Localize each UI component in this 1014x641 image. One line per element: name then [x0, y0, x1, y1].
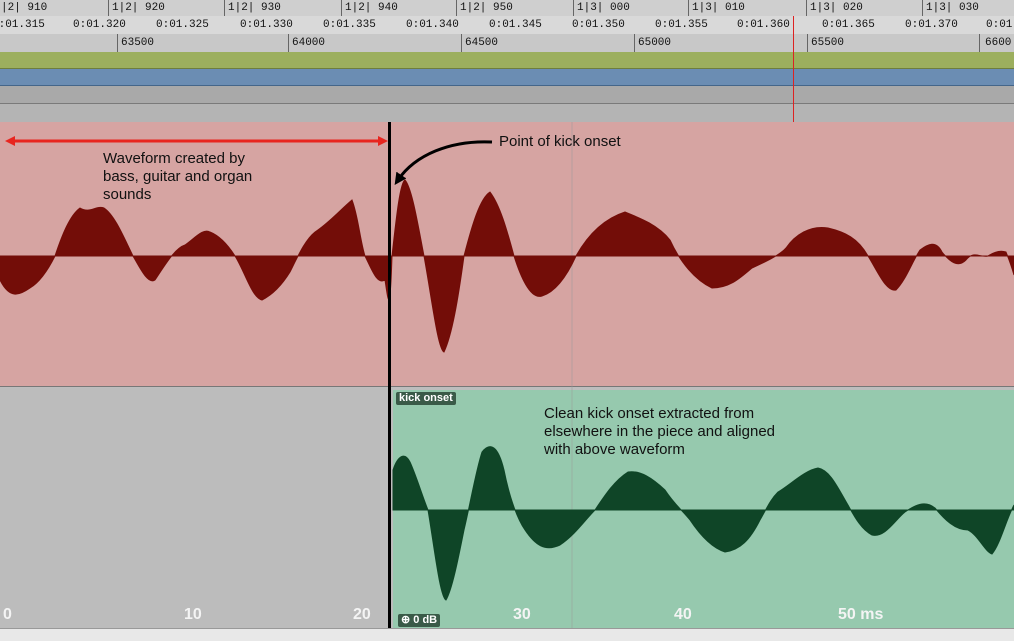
time-label: 0:01.350: [572, 19, 625, 31]
empty-track-area[interactable]: [0, 388, 393, 628]
time-label: 0:01.330: [240, 19, 293, 31]
ms-scale-label: 50 ms: [838, 606, 884, 623]
sample-label: 64000: [292, 37, 326, 49]
bar-label: 1|3| 020: [810, 2, 863, 14]
time-label: 0:01.360: [737, 19, 790, 31]
time-label: 0:01.335: [323, 19, 376, 31]
time-label: 0:01.320: [73, 19, 126, 31]
bar-label: 1|3| 000: [577, 2, 630, 14]
onset-annotation: Point of kick onset: [499, 133, 621, 150]
tempo-lane[interactable]: [0, 69, 1014, 86]
sample-label: 65000: [638, 37, 672, 49]
ms-scale-label: 30: [513, 606, 531, 623]
clip-gain-value: 0 dB: [413, 614, 438, 626]
time-label: 0:01.355: [655, 19, 708, 31]
marker-lane[interactable]: [0, 52, 1014, 69]
clip-name-label[interactable]: kick onset: [396, 392, 456, 405]
sample-label: 64500: [465, 37, 499, 49]
bar-label: 1|2| 950: [460, 2, 513, 14]
bars-beats-ruler[interactable]: |2| 910 1|2| 920 1|2| 930 1|2| 940 1|2| …: [0, 0, 1014, 17]
time-label: 0:01.3: [986, 19, 1014, 31]
sample-label: 6600: [985, 37, 1012, 49]
time-label: 0:01.325: [156, 19, 209, 31]
sample-label: 65500: [811, 37, 845, 49]
ms-scale-label: 20: [353, 606, 371, 623]
waveform-annotation: Waveform created by bass, guitar and org…: [103, 150, 253, 203]
clean-kick-annotation: Clean kick onset extracted from elsewher…: [544, 405, 775, 458]
ms-scale-label: 10: [184, 606, 202, 623]
gain-handle-icon: ⊕: [401, 614, 411, 626]
time-label: 0:01.315: [0, 19, 45, 31]
time-label: 0:01.340: [406, 19, 459, 31]
ms-scale-label: 0: [3, 606, 12, 623]
onset-marker-line: [388, 122, 391, 628]
bar-label: 1|2| 930: [228, 2, 281, 14]
playhead-cursor[interactable]: [793, 16, 794, 122]
bar-label: 1|3| 010: [692, 2, 745, 14]
bar-label: 1|2| 920: [112, 2, 165, 14]
meter-lane[interactable]: [0, 86, 1014, 104]
time-label: 0:01.365: [822, 19, 875, 31]
bar-label: |2| 910: [1, 2, 48, 14]
bar-label: 1|2| 940: [345, 2, 398, 14]
sample-label: 63500: [121, 37, 155, 49]
clip-gain-control[interactable]: ⊕ 0 dB: [398, 614, 441, 627]
bar-label: 1|3| 030: [926, 2, 979, 14]
track-bottom-border: [0, 628, 1014, 641]
time-label: 0:01.345: [489, 19, 542, 31]
onset-arrow: [394, 140, 493, 185]
mix-waveform: [0, 179, 1014, 353]
ms-scale-label: 40: [674, 606, 692, 623]
time-label: 0:01.370: [905, 19, 958, 31]
kick-waveform: [392, 446, 1014, 601]
